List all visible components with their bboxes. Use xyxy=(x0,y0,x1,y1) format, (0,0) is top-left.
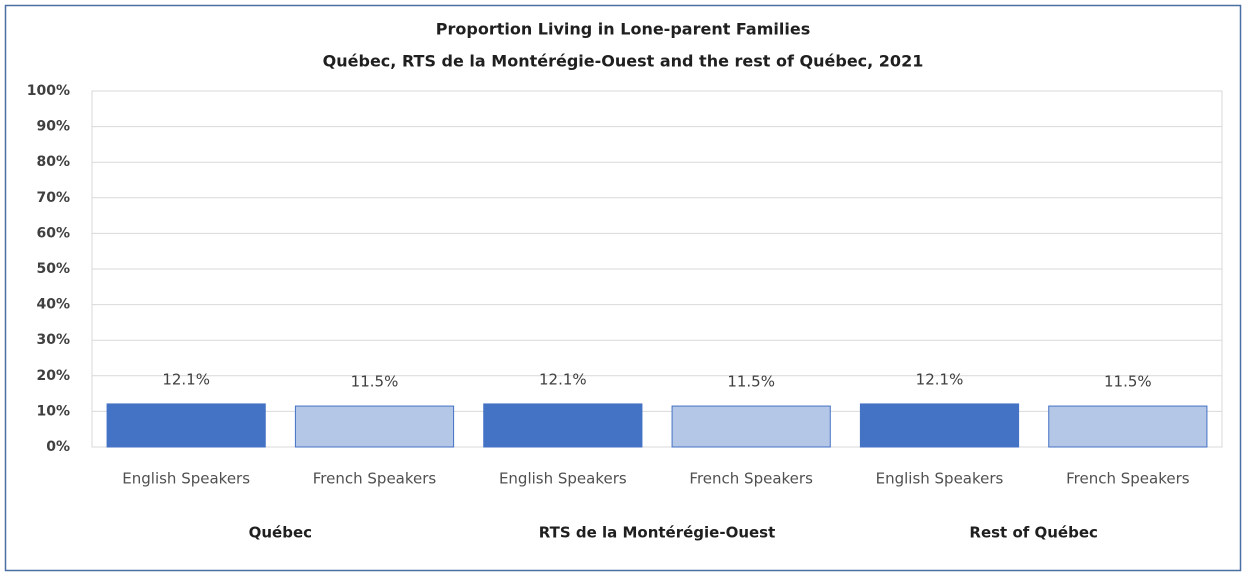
chart-title: Proportion Living in Lone-parent Familie… xyxy=(436,20,810,39)
y-tick-label: 50% xyxy=(36,261,70,277)
y-tick-label: 60% xyxy=(36,225,70,241)
data-label: 12.1% xyxy=(916,370,964,388)
bar xyxy=(483,403,643,448)
group-label: Québec xyxy=(249,524,312,542)
chart-border xyxy=(4,4,1242,572)
bar xyxy=(294,405,455,448)
y-tick-label: 10% xyxy=(36,403,70,419)
y-tick-label: 80% xyxy=(36,154,70,170)
data-label: 11.5% xyxy=(1104,373,1152,391)
data-label: 11.5% xyxy=(727,373,775,391)
y-tick-label: 70% xyxy=(36,190,70,206)
y-tick-label: 20% xyxy=(36,368,70,384)
group-label: RTS de la Montérégie-Ouest xyxy=(539,524,776,542)
y-tick-label: 90% xyxy=(36,119,70,135)
x-tick-label: French Speakers xyxy=(313,470,437,488)
data-label: 12.1% xyxy=(539,370,587,388)
x-tick-label: English Speakers xyxy=(122,470,250,488)
y-tick-label: 100% xyxy=(27,83,70,99)
bar xyxy=(1048,405,1208,448)
x-tick-label: English Speakers xyxy=(499,470,627,488)
group-label: Rest of Québec xyxy=(969,524,1098,542)
y-tick-label: 40% xyxy=(36,297,70,313)
bar xyxy=(106,403,266,448)
y-tick-label: 30% xyxy=(36,332,70,348)
bar xyxy=(859,403,1020,448)
data-label: 11.5% xyxy=(351,373,399,391)
bar xyxy=(671,405,831,448)
data-label: 12.1% xyxy=(162,370,210,388)
x-tick-label: French Speakers xyxy=(689,470,813,488)
x-tick-label: French Speakers xyxy=(1066,470,1190,488)
y-tick-label: 0% xyxy=(46,439,70,455)
chart-subtitle: Québec, RTS de la Montérégie-Ouest and t… xyxy=(323,52,924,71)
x-tick-label: English Speakers xyxy=(876,470,1004,488)
